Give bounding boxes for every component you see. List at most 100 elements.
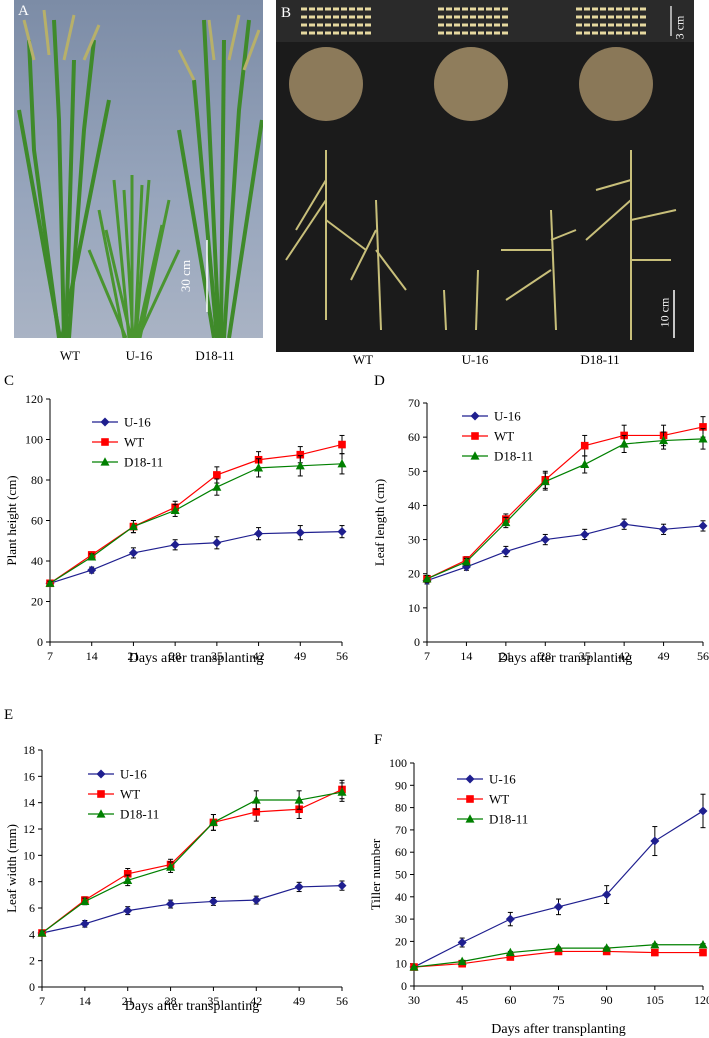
panel-c-x-tick-label: 7 bbox=[47, 649, 53, 663]
panel-d-x-tick-label: 21 bbox=[500, 649, 512, 663]
panel-f-y-tick-label: 10 bbox=[395, 957, 407, 971]
seed-rows bbox=[301, 7, 646, 35]
panel-e-series-u16-point bbox=[337, 881, 347, 891]
panel-d-series-d1811-point bbox=[422, 574, 432, 583]
panel-d-x-tick-label: 56 bbox=[697, 649, 709, 663]
panel-c-series-u16-point bbox=[295, 528, 305, 538]
panel-c-series-u16-point bbox=[337, 527, 347, 537]
panel-d-series-u16-point bbox=[501, 547, 511, 557]
panel-d-series-d1811-point bbox=[540, 476, 550, 486]
panel-c-series-u16-line bbox=[49, 531, 343, 584]
panel-f-legend-marker bbox=[465, 774, 475, 784]
panel-c-series-d1811-point bbox=[337, 459, 347, 468]
panel-d-y-tick-label: 20 bbox=[408, 567, 420, 581]
panel-f-series-u16-point bbox=[602, 890, 612, 900]
panel-f-series-u16-point bbox=[457, 938, 467, 948]
panel-f-series-wt-point bbox=[651, 948, 659, 957]
panel-e-legend-label: D18-11 bbox=[120, 807, 159, 822]
panel-d-x-tick-label: 35 bbox=[579, 649, 591, 663]
panel-f-y-tick-label: 60 bbox=[395, 845, 407, 859]
panel-e-y-tick-label: 4 bbox=[29, 927, 35, 941]
panel-e-series-d1811-point bbox=[294, 795, 304, 804]
panel-c-series-u16-point bbox=[87, 565, 97, 575]
panel-c-series-wt bbox=[46, 434, 346, 588]
panel-c-chart: C 0 20 40 60 80 100 120 7 14 21 28 35 42 49 56 Days afte… bbox=[4, 373, 348, 666]
panel-d-series-u16-point bbox=[698, 521, 708, 531]
panel-f-series-d1811-point bbox=[650, 939, 660, 949]
panel-e-series-d1811-point bbox=[80, 896, 90, 906]
d18-grain-pile bbox=[579, 47, 653, 121]
panel-d-x-tick-label: 14 bbox=[460, 649, 472, 663]
panel-b-label-u16: U-16 bbox=[461, 352, 489, 367]
panel-e-legend-marker bbox=[96, 769, 106, 779]
panel-c-legend-marker bbox=[101, 438, 109, 446]
panel-d-legend-marker bbox=[471, 432, 479, 440]
panel-d-series-d1811 bbox=[422, 428, 708, 583]
panel-e-series-wt-line bbox=[41, 788, 343, 934]
panel-a-label-wt: WT bbox=[59, 348, 81, 363]
panel-f-series-d1811-point bbox=[602, 943, 612, 952]
panel-e-series-d1811-point bbox=[251, 795, 261, 804]
panel-e-series-d1811-point bbox=[337, 787, 347, 796]
panel-c-series-wt-point bbox=[338, 440, 346, 449]
panel-f-x-tick-label: 30 bbox=[408, 993, 420, 1007]
panel-f-legend-label: WT bbox=[489, 792, 509, 807]
rice-plants-illustration bbox=[17, 9, 263, 338]
panel-e-x-tick-label: 7 bbox=[39, 994, 45, 1008]
panel-f-y-tick-label: 20 bbox=[395, 934, 407, 948]
panel-d-y-tick-label: 40 bbox=[408, 498, 420, 512]
panel-b-photo: B 3 cm 10 cm bbox=[276, 0, 694, 352]
panel-f-y-tick-label: 90 bbox=[395, 778, 407, 792]
panel-e-y-tick-label: 6 bbox=[29, 901, 35, 915]
panel-f-series-u16-point bbox=[505, 914, 515, 924]
panel-c-series-wt-point bbox=[213, 471, 221, 479]
panel-e-series-wt-point bbox=[123, 869, 132, 878]
panel-f-y-tick-label: 100 bbox=[389, 756, 407, 770]
panel-d-series-d1811-point bbox=[698, 434, 708, 443]
panel-e-legend-marker bbox=[96, 809, 106, 818]
panel-c-series-d1811 bbox=[45, 453, 347, 587]
panel-a-label-u16: U-16 bbox=[125, 348, 153, 363]
panel-e-x-label: Days after transplanting bbox=[125, 999, 260, 1014]
panel-e-y-tick-label: 12 bbox=[23, 822, 35, 836]
panel-f-y-tick-label: 0 bbox=[401, 979, 407, 993]
panel-d-series-u16-point bbox=[540, 535, 550, 545]
panel-c-series-d1811-point bbox=[87, 552, 97, 561]
panel-d-y-tick-label: 10 bbox=[408, 601, 420, 615]
panel-d-x-tick-label: 49 bbox=[658, 649, 670, 663]
panel-e-series-d1811-point bbox=[37, 928, 47, 937]
panel-d-legend-label: WT bbox=[494, 429, 514, 444]
panel-letter-a: A bbox=[18, 3, 29, 19]
panel-e-series-u16-point bbox=[251, 895, 261, 905]
panel-f-series-u16-point bbox=[698, 806, 708, 816]
panel-e-chart: E 0 2 4 6 8 10 12 14 16 18 7 14 21 28 35 42 49 56 Days afte… bbox=[4, 707, 348, 1014]
panel-c-y-tick-label: 120 bbox=[25, 392, 43, 406]
panel-f-x-tick-label: 120 bbox=[694, 993, 709, 1007]
panel-f-y-tick-label: 40 bbox=[395, 890, 407, 904]
panel-c-series-d1811-line bbox=[49, 463, 343, 584]
panel-f-chart: F 0 10 20 30 40 50 60 70 80 90 100 30 45 60 75 90 105 120 D… bbox=[368, 732, 709, 1037]
panel-c-legend-label: U-16 bbox=[124, 415, 151, 430]
panel-f-series-d1811-point bbox=[554, 943, 563, 952]
panel-c-x-tick-label: 35 bbox=[211, 649, 223, 663]
panel-d-series-d1811-point bbox=[461, 556, 471, 566]
panel-e-series-u16-point bbox=[294, 882, 304, 892]
panel-d-y-tick-label: 70 bbox=[408, 396, 420, 410]
panel-d-y-tick-label: 0 bbox=[414, 635, 420, 649]
panel-c-series-u16-point bbox=[212, 538, 222, 548]
panel-d-series-u16 bbox=[422, 518, 708, 586]
panel-c-series-u16-point bbox=[128, 548, 138, 558]
panel-e-y-tick-label: 2 bbox=[29, 954, 35, 968]
u16-plant-illustration bbox=[87, 175, 181, 338]
panel-d-y-tick-label: 60 bbox=[408, 430, 420, 444]
wt-plant-illustration bbox=[17, 19, 111, 338]
panel-e-x-tick-label: 35 bbox=[207, 994, 219, 1008]
panel-d-series-d1811-point bbox=[501, 517, 511, 527]
panel-f-series-d1811 bbox=[409, 939, 708, 971]
panel-f-series-wt-point bbox=[699, 948, 707, 957]
panel-d-x-tick-label: 7 bbox=[424, 649, 430, 663]
panel-f-y-tick-label: 30 bbox=[395, 912, 407, 926]
panel-c-y-tick-label: 60 bbox=[31, 514, 43, 528]
panel-f-series-d1811-point bbox=[457, 956, 467, 966]
panel-e-y-tick-label: 16 bbox=[23, 769, 35, 783]
